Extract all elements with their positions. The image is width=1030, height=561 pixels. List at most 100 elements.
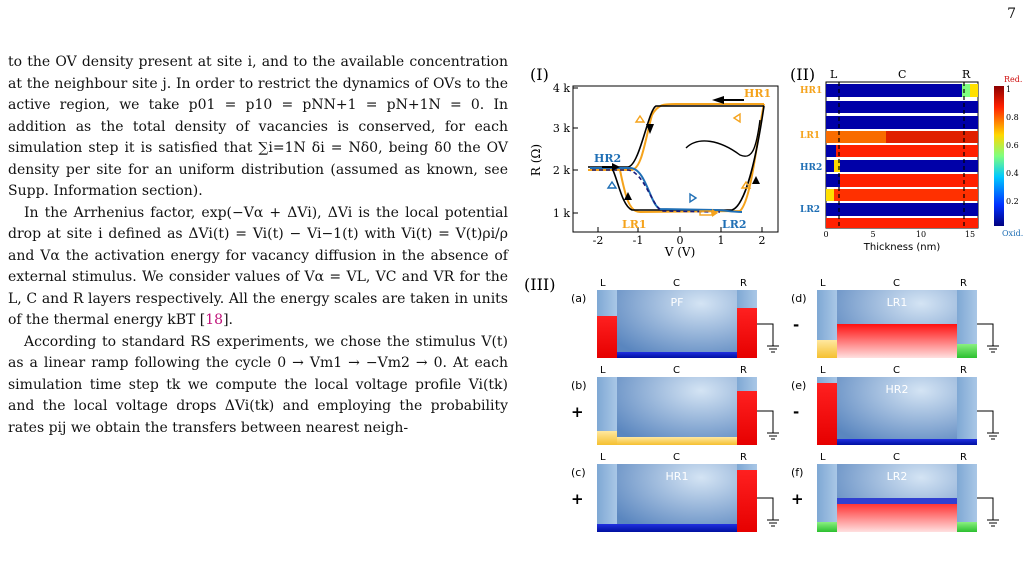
cbar-tick: 1 bbox=[1006, 85, 1011, 94]
label-lr1: LR1 bbox=[622, 218, 647, 231]
region-r: R bbox=[740, 278, 747, 289]
body-text-column: to the OV density present at site i, and… bbox=[8, 52, 508, 439]
curve-orange-hr1 bbox=[588, 103, 764, 171]
subpanel-tag: (f) bbox=[791, 466, 803, 479]
state-label: HR2 bbox=[886, 383, 909, 396]
heatmap-row bbox=[826, 160, 978, 172]
region-l: L bbox=[600, 278, 606, 289]
curve-navy-dashed bbox=[592, 169, 721, 213]
paragraph-2: In the Arrhenius factor, exp(−Vα + ΔVi),… bbox=[8, 204, 508, 329]
subpanel-tag: (a) bbox=[571, 292, 586, 305]
subpanel-a: (a) L C R PF bbox=[571, 278, 779, 358]
orange-arrow-up-icon bbox=[634, 114, 646, 123]
blue-arrow-right-icon bbox=[689, 192, 698, 204]
cbar-tick: 0.4 bbox=[1006, 169, 1019, 178]
polarity-sign: + bbox=[571, 403, 584, 421]
paragraph-1: to the OV density present at site i, and… bbox=[8, 54, 508, 199]
cbar-tick: 0.2 bbox=[1006, 197, 1019, 206]
region-c: C bbox=[673, 452, 680, 463]
arrow-down-icon bbox=[646, 124, 654, 134]
label-lr2: LR2 bbox=[722, 218, 747, 231]
row-label-hr1: HR1 bbox=[800, 86, 822, 96]
subpanel-tag: (d) bbox=[791, 292, 807, 305]
region-c: C bbox=[893, 278, 900, 289]
label-hr2: HR2 bbox=[594, 152, 621, 165]
region-c: C bbox=[673, 278, 680, 289]
polarity-sign: - bbox=[793, 403, 799, 421]
thick-tick-10: 10 bbox=[916, 230, 926, 239]
subpanel-c: (c) + L C R HR1 bbox=[571, 452, 779, 532]
region-l: L bbox=[820, 452, 826, 463]
subpanel-tag: (c) bbox=[571, 466, 586, 479]
colorbar-top-label: Red. bbox=[1004, 75, 1022, 84]
region-c: C bbox=[893, 452, 900, 463]
ytick-1k: 1 k bbox=[553, 207, 570, 220]
thickness-axis-label: Thickness (nm) bbox=[863, 242, 941, 253]
row-label-lr1: LR1 bbox=[800, 131, 820, 141]
region-c: C bbox=[893, 365, 900, 376]
ytick-3k: 3 k bbox=[553, 122, 570, 135]
state-label: LR1 bbox=[887, 296, 908, 309]
region-r: R bbox=[740, 452, 747, 463]
subpanel-e: (e) - L C R HR2 bbox=[791, 365, 999, 445]
row-label-lr2: LR2 bbox=[800, 205, 820, 215]
region-r: R bbox=[960, 365, 967, 376]
region-r: R bbox=[962, 68, 971, 81]
polarity-sign: + bbox=[791, 490, 804, 508]
polarity-sign: + bbox=[571, 490, 584, 508]
polarity-sign: - bbox=[793, 316, 799, 334]
heatmap-rows bbox=[826, 84, 978, 228]
thick-tick-0: 0 bbox=[823, 230, 828, 239]
paragraph-3: According to standard RS experiments, we… bbox=[8, 333, 508, 436]
heatmap-row bbox=[826, 101, 978, 113]
curve-blue-hr2 bbox=[590, 167, 743, 213]
cbar-tick: 0.6 bbox=[1006, 141, 1019, 150]
cbar-tick: 0.8 bbox=[1006, 113, 1019, 122]
colorbar bbox=[994, 86, 1004, 226]
panel-i-resistance-plot: (I) 4 k 3 k 2 k 1 k -2 -1 0 1 2 V (V) R … bbox=[529, 65, 779, 259]
heatmap-row bbox=[826, 116, 978, 129]
arrow-left-icon bbox=[712, 96, 724, 104]
panel-ii-label: (II) bbox=[790, 65, 815, 84]
region-c: C bbox=[898, 68, 906, 81]
plot-frame bbox=[572, 85, 779, 233]
curve-black-upper bbox=[588, 105, 764, 168]
panel-iii-label: (III) bbox=[524, 275, 555, 294]
curve-black-lower bbox=[611, 105, 765, 211]
row-label-hr2: HR2 bbox=[800, 163, 822, 173]
subpanel-tag: (b) bbox=[571, 379, 587, 392]
state-label: LR2 bbox=[887, 470, 908, 483]
arrow-up-icon bbox=[624, 192, 632, 200]
heatmap-row bbox=[826, 84, 978, 97]
heatmap-row bbox=[826, 145, 978, 157]
orange-arrow-icon bbox=[712, 209, 718, 217]
arrow-right-icon bbox=[612, 163, 620, 171]
region-c: C bbox=[673, 365, 680, 376]
heatmap-row bbox=[826, 218, 978, 228]
label-hr1: HR1 bbox=[744, 87, 771, 100]
region-l: L bbox=[600, 452, 606, 463]
region-l: L bbox=[820, 365, 826, 376]
region-l: L bbox=[600, 365, 606, 376]
arrow-up-right-icon bbox=[752, 176, 760, 184]
state-label: PF bbox=[671, 296, 684, 309]
y-axis-label: R (Ω) bbox=[529, 144, 543, 176]
panel-i-label: (I) bbox=[530, 65, 549, 84]
blue-arrow-icon bbox=[606, 180, 618, 189]
ytick-2k: 2 k bbox=[553, 164, 570, 177]
citation-link[interactable]: 18 bbox=[205, 312, 224, 328]
orange-arrow-up2-icon bbox=[740, 180, 752, 189]
panel-ii-heatmap: (II) L C R H bbox=[790, 65, 1023, 253]
xtick-m2: -2 bbox=[593, 234, 604, 247]
region-r: R bbox=[960, 452, 967, 463]
subpanel-f: (f) + L C R LR2 bbox=[791, 452, 999, 532]
ytick-4k: 4 k bbox=[553, 82, 570, 95]
heatmap-row bbox=[826, 203, 978, 216]
heatmap-row bbox=[826, 189, 978, 201]
xtick-0: 0 bbox=[677, 234, 684, 247]
subpanel-tag: (e) bbox=[791, 379, 806, 392]
region-r: R bbox=[740, 365, 747, 376]
xtick-m1: -1 bbox=[633, 234, 644, 247]
page-number: 7 bbox=[1007, 6, 1016, 22]
